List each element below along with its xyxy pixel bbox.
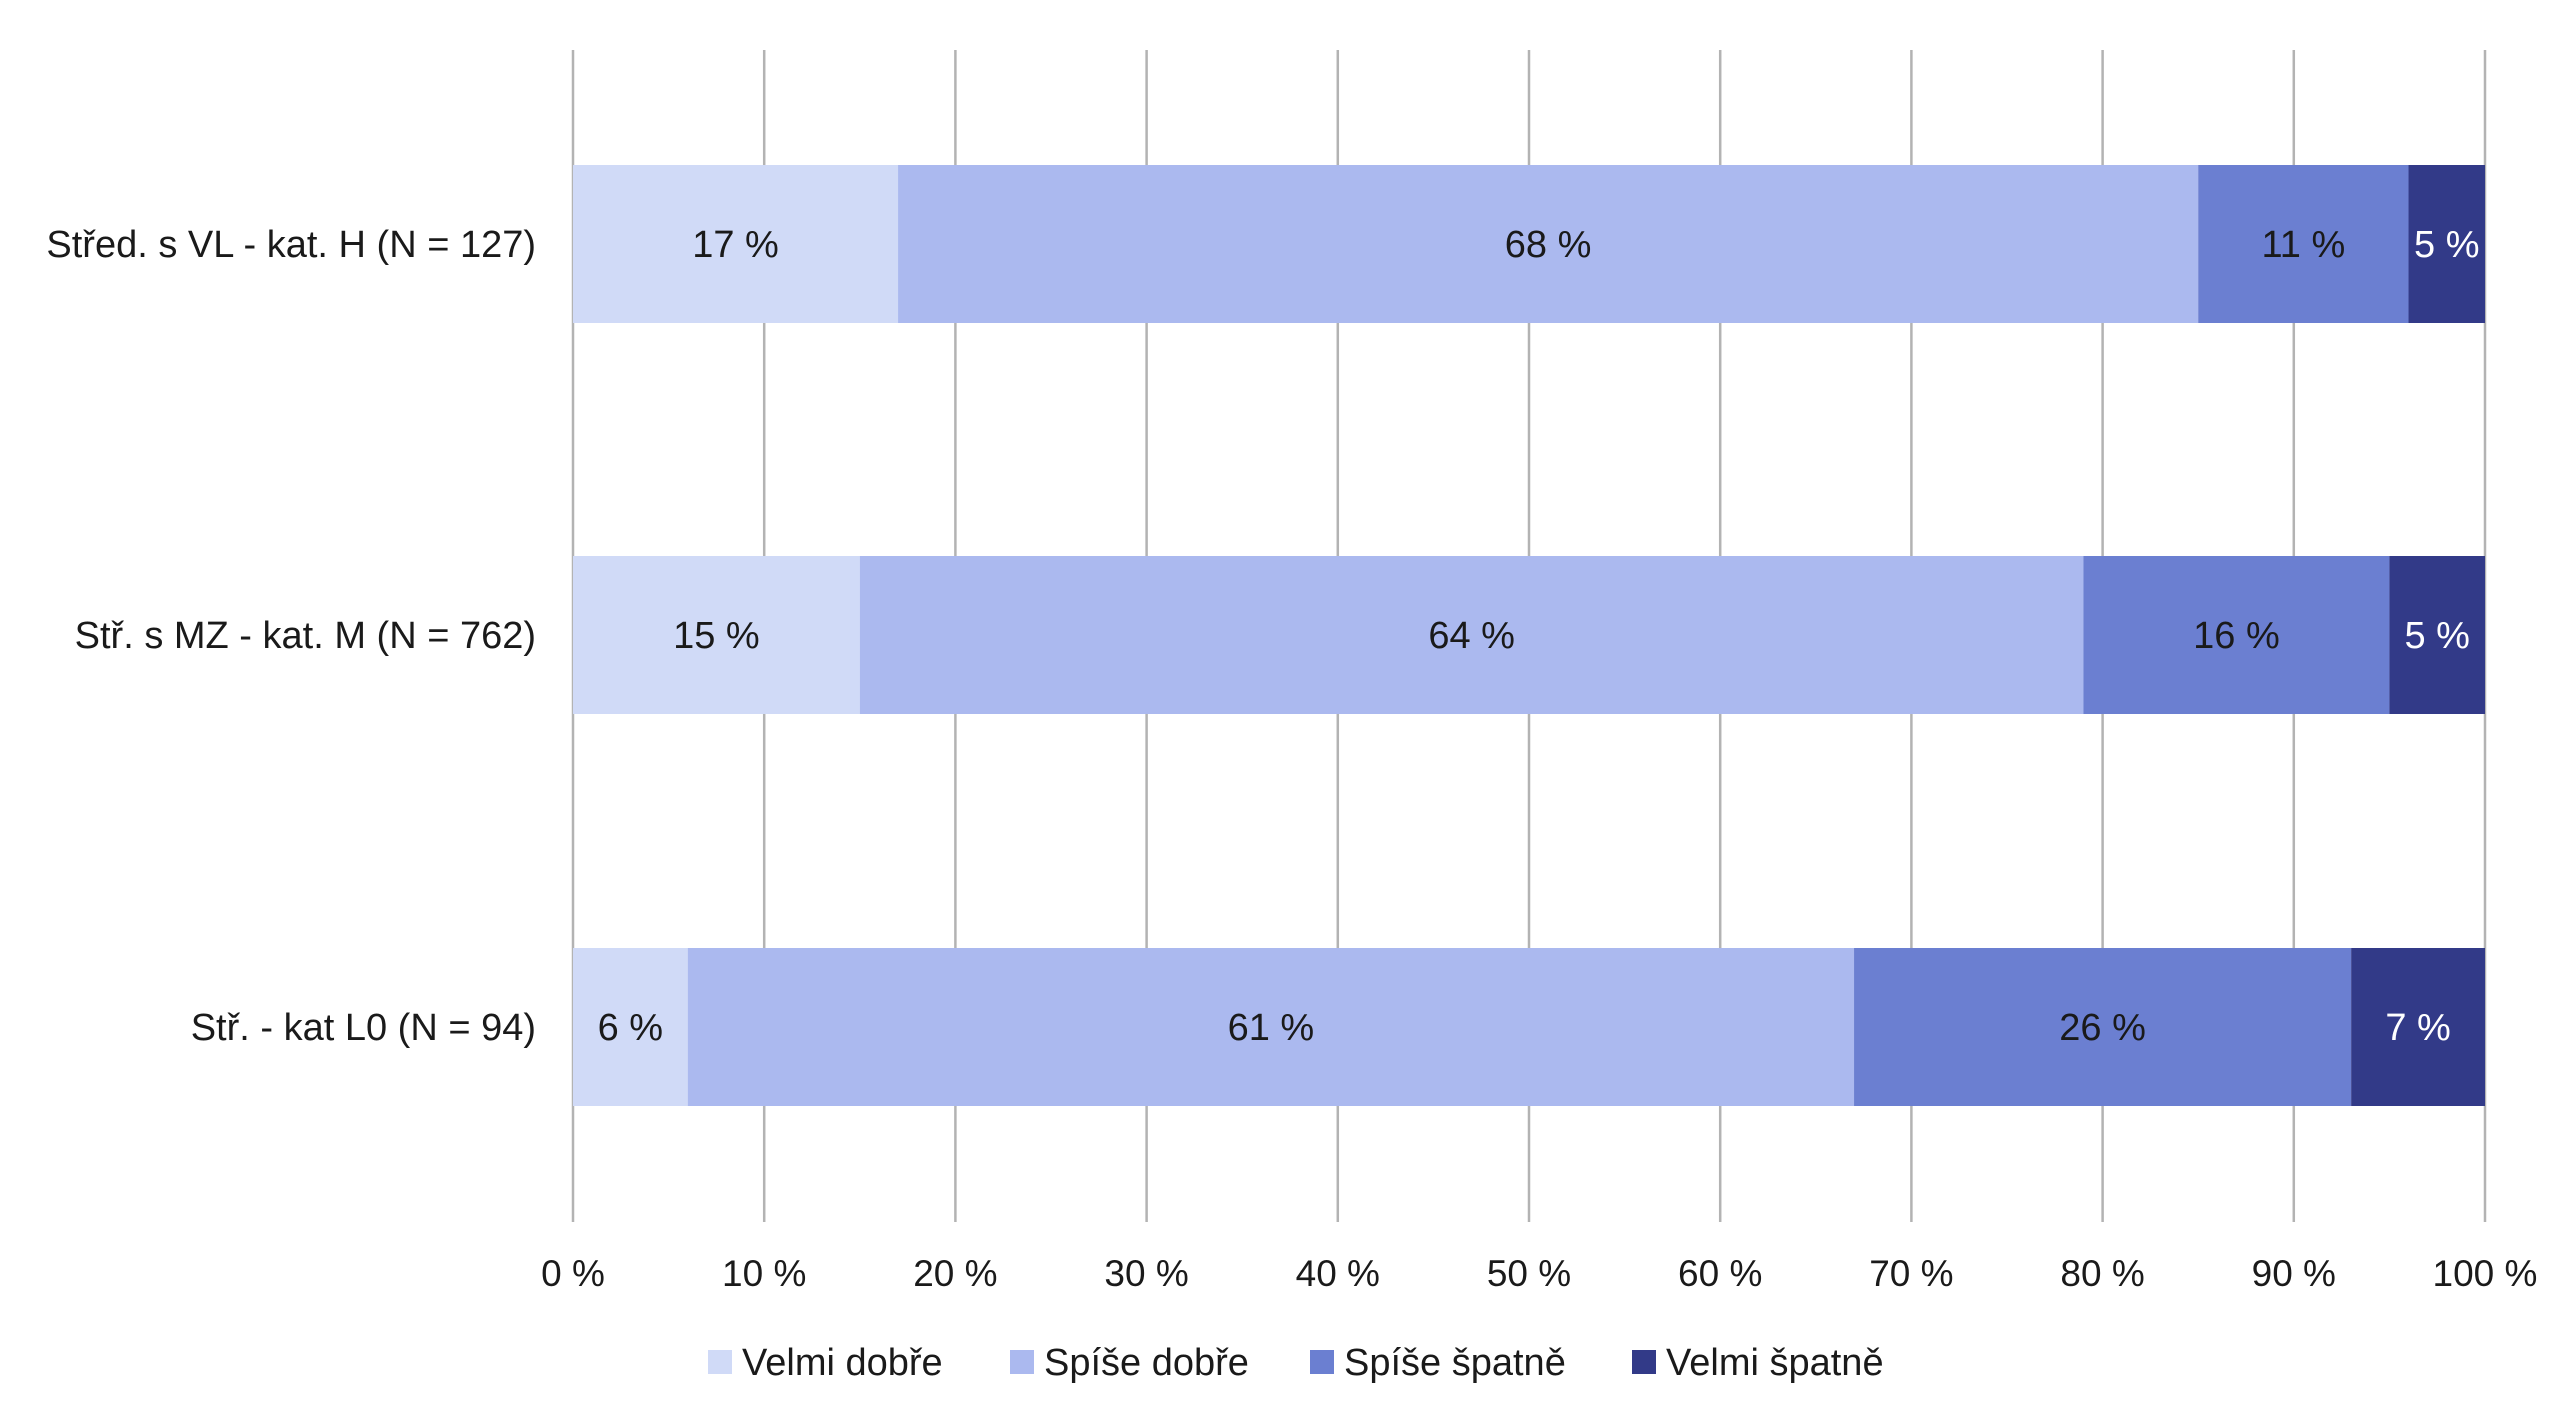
- x-tick-label: 90 %: [2252, 1253, 2336, 1294]
- x-tick-label: 30 %: [1104, 1253, 1188, 1294]
- bar-segment: [573, 165, 899, 323]
- legend-swatch: [1632, 1350, 1656, 1374]
- data-label: 11 %: [2261, 224, 2345, 266]
- x-tick-label: 50 %: [1487, 1253, 1571, 1294]
- data-label: 16 %: [2193, 615, 2280, 657]
- legend: Velmi dobře Spíše dobře Spíše špatně Velmi …: [708, 1342, 1884, 1384]
- data-label: 15 %: [673, 615, 760, 657]
- bar-segment: [573, 948, 688, 1106]
- bar-segment: [2351, 948, 2485, 1106]
- legend-swatch: [1310, 1350, 1334, 1374]
- data-label: 64 %: [1428, 615, 1515, 657]
- x-tick-label: 10 %: [722, 1253, 806, 1294]
- bar-segment: [687, 948, 1855, 1106]
- x-tick-label: 80 %: [2060, 1253, 2144, 1294]
- data-label: 5 %: [2404, 615, 2469, 657]
- bar-segment: [859, 556, 2084, 714]
- legend-label-velmi-spatne: Velmi špatně: [1666, 1342, 1884, 1384]
- data-label: 17 %: [692, 224, 779, 266]
- legend-swatch: [708, 1350, 732, 1374]
- x-tick-label: 100 %: [2433, 1253, 2538, 1294]
- bar-segment: [2389, 556, 2485, 714]
- category-label: Stř. s MZ - kat. M (N = 762): [75, 615, 536, 657]
- bar-segment: [898, 165, 2199, 323]
- x-tick-label: 0 %: [541, 1253, 605, 1294]
- legend-swatch: [1010, 1350, 1034, 1374]
- x-tick-label: 20 %: [913, 1253, 997, 1294]
- legend-label-velmi-dobre: Velmi dobře: [742, 1342, 943, 1384]
- data-label: 68 %: [1505, 224, 1592, 266]
- legend-label-spise-dobre: Spíše dobře: [1044, 1342, 1249, 1384]
- category-label: Stř. - kat L0 (N = 94): [191, 1007, 536, 1049]
- bar-segment: [2198, 165, 2409, 323]
- category-label: Střed. s VL - kat. H (N = 127): [46, 224, 536, 266]
- x-tick-label: 40 %: [1296, 1253, 1380, 1294]
- bars: [573, 165, 2485, 1106]
- data-label: 5 %: [2414, 224, 2479, 266]
- data-label: 61 %: [1228, 1007, 1315, 1049]
- x-tick-label: 60 %: [1678, 1253, 1762, 1294]
- legend-label-spise-spatne: Spíše špatně: [1344, 1342, 1566, 1384]
- data-label: 7 %: [2385, 1007, 2450, 1049]
- bar-segment: [1854, 948, 2352, 1106]
- bar-segment: [2408, 165, 2485, 323]
- data-label: 26 %: [2059, 1007, 2146, 1049]
- x-tick-label: 70 %: [1869, 1253, 1953, 1294]
- bar-segment: [573, 556, 860, 714]
- labels: 0 % 10 % 20 % 30 % 40 % 50 % 60 % 70 % 80 % 90 % 1…: [46, 224, 2537, 1294]
- data-label: 6 %: [598, 1007, 663, 1049]
- bar-segment: [2083, 556, 2390, 714]
